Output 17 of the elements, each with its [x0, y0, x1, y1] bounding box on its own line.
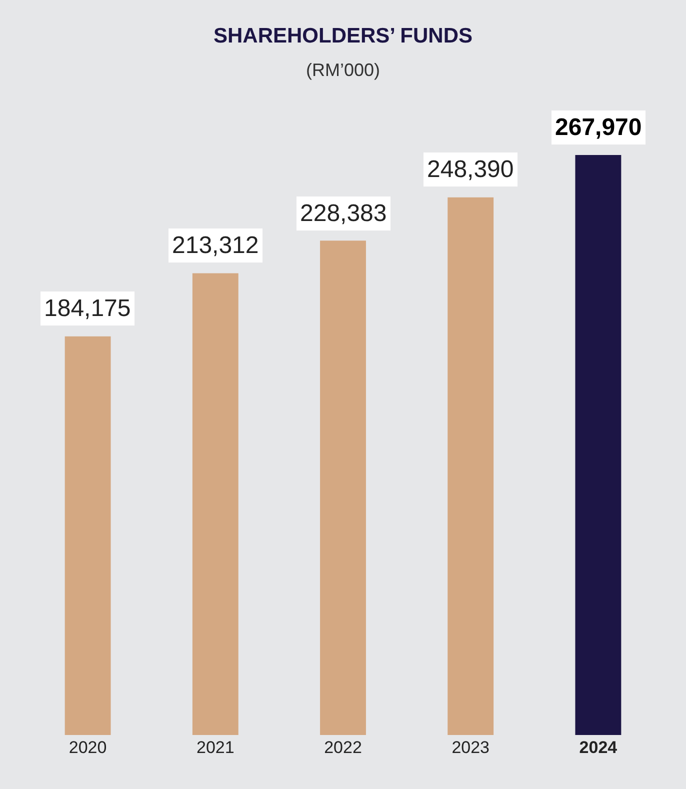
bar	[575, 155, 622, 735]
data-label: 184,175	[44, 295, 131, 322]
x-tick-label: 2023	[452, 738, 490, 757]
x-tick-label: 2022	[324, 738, 362, 757]
chart-subtitle: (RM’000)	[306, 60, 380, 80]
x-tick-label: 2020	[68, 738, 107, 757]
data-label: 248,390	[427, 156, 514, 183]
data-label: 267,970	[555, 114, 642, 141]
x-tick-label: 2024	[579, 738, 618, 757]
bar	[448, 197, 494, 735]
data-label: 228,383	[300, 200, 387, 227]
bar	[64, 336, 111, 735]
data-label: 213,312	[172, 232, 259, 259]
chart-title: SHAREHOLDERS’ FUNDS	[213, 24, 473, 48]
x-tick-label: 2021	[196, 738, 234, 757]
bar	[320, 240, 366, 735]
bar	[192, 273, 238, 735]
